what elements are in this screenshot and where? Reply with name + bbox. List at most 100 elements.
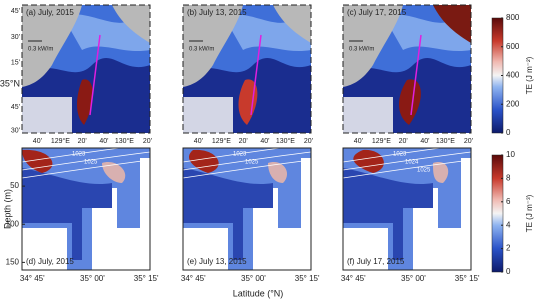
x-tick-label: 35° 15' <box>295 274 320 283</box>
colorbar-tick-label: 8 <box>506 174 511 183</box>
x-tick-label: 20' <box>239 138 248 145</box>
x-tick-label: 35° 00' <box>80 274 105 283</box>
y-tick-label: 100 <box>6 219 20 228</box>
y-tick-label: 30' <box>11 34 20 41</box>
shelf <box>183 97 233 133</box>
x-tick-label: 20' <box>399 138 408 145</box>
x-tick-label: 40' <box>260 138 269 145</box>
map-panel: (c) July 17, 2015 0.3 kW/m 40' 129°E 20' 40' 1… <box>342 4 473 145</box>
colorbar-tick-label: 200 <box>506 99 520 108</box>
y-tick-label: 15' <box>11 59 20 66</box>
x-tick-label: 129°E <box>372 137 391 145</box>
x-tick-label: 34° 45' <box>341 274 366 283</box>
colorbar-label: TE (J m⁻²) <box>525 56 534 94</box>
x-axis-label: Latitude (°N) <box>233 288 284 298</box>
hot-spot <box>399 79 421 125</box>
x-tick-label: 34° 45' <box>181 274 206 283</box>
x-tick-label: 130°E <box>276 137 295 145</box>
contour-label: 1023 <box>393 152 407 158</box>
arrow-label: 0.3 kW/m <box>28 47 53 53</box>
section-frame <box>342 147 472 271</box>
y-tick-label: 150 <box>6 257 20 266</box>
map-panel: (a) July, 2015 0.3 kW/m 40' 129°E 20' 40' 130°… <box>0 4 152 145</box>
x-tick-label: 130°E <box>115 137 134 145</box>
y-tick-label: 30' <box>11 127 20 134</box>
track <box>410 34 422 116</box>
isopycnal <box>342 159 472 179</box>
panel-label: (d) July, 2015 <box>26 257 74 266</box>
x-tick-label: 20' <box>78 138 87 145</box>
isopycnal <box>182 159 312 179</box>
contour-label: 1025 <box>245 160 259 166</box>
y-tick-label: 50 <box>10 181 19 190</box>
y-tick-label: 35°N <box>0 79 20 89</box>
colorbar-tick-label: 400 <box>506 71 520 80</box>
arrow-label: 0.3 kW/m <box>189 47 214 53</box>
panel-label: (b) July 13, 2015 <box>187 8 247 17</box>
contour-label: 1025 <box>84 160 98 166</box>
map-frame <box>182 4 312 134</box>
x-tick-label: 40' <box>420 138 429 145</box>
x-tick-label: 40' <box>33 138 42 145</box>
land <box>433 5 471 43</box>
contour-label: 1024 <box>405 160 419 166</box>
track <box>250 34 262 116</box>
section-hot <box>22 149 53 173</box>
arrow-label: 0.3 kW/m <box>349 47 374 53</box>
section-hot <box>433 162 449 183</box>
section-field <box>343 168 433 260</box>
land <box>273 5 311 43</box>
x-tick-label: 35° 15' <box>134 274 159 283</box>
x-tick-label: 40' <box>194 138 203 145</box>
land <box>112 5 150 43</box>
panel-label: (a) July, 2015 <box>26 8 74 17</box>
y-tick-label: 45' <box>11 104 20 111</box>
isopycnal <box>182 151 312 171</box>
isopycnal <box>21 159 151 179</box>
colorbar-tick-label: 4 <box>506 220 511 229</box>
land <box>343 5 403 87</box>
section-hot <box>268 162 288 183</box>
x-tick-label: 35° 15' <box>455 274 480 283</box>
section-hot <box>102 162 126 183</box>
panel-label: (f) July 17, 2015 <box>347 257 405 266</box>
x-tick-label: 35° 00' <box>241 274 266 283</box>
section-frame <box>182 147 312 271</box>
panel-label: (c) July 17, 2015 <box>347 8 407 17</box>
map-frame <box>21 4 151 134</box>
map-panel: (b) July 13, 2015 0.3 kW/m 40' 129°E 20' 40' 1… <box>182 4 313 145</box>
colorbar-tick-label: 800 <box>506 13 520 22</box>
isopycnal <box>21 143 151 163</box>
section-field <box>183 168 273 260</box>
section-frame <box>21 147 151 271</box>
x-tick-label: 20' <box>464 138 473 145</box>
section-hot <box>188 149 219 173</box>
x-tick-label: 130°E <box>436 137 455 145</box>
colorbar-tick-label: 2 <box>506 244 511 253</box>
x-tick-label: 20' <box>143 138 152 145</box>
section-field <box>22 168 112 260</box>
land <box>183 5 243 87</box>
section-panel: 1023 1025 (d) July, 2015 34° 45' 35° 00' 35° … <box>6 143 159 283</box>
y-tick-label: 45' <box>11 8 20 15</box>
shelf <box>22 97 72 133</box>
x-tick-label: 40' <box>99 138 108 145</box>
isopycnal <box>21 151 151 171</box>
hot-spot <box>238 79 258 125</box>
x-tick-label: 20' <box>304 138 313 145</box>
colorbar-tick-label: 6 <box>506 197 511 206</box>
section-panel: 1023 1024 1025 (f) July 17, 2015 34° 45' 35° … <box>341 143 480 283</box>
contour-label: 1023 <box>233 152 247 158</box>
x-tick-label: 129°E <box>212 137 231 145</box>
contour-label: 1023 <box>72 152 86 158</box>
isopycnal <box>342 143 472 163</box>
hot-spot <box>77 79 93 125</box>
isopycnal <box>182 143 312 163</box>
x-tick-label: 35° 00' <box>401 274 426 283</box>
x-tick-label: 129°E <box>51 137 70 145</box>
colorbar-label: TE (J m⁻³) <box>525 194 534 232</box>
colorbar <box>491 154 504 273</box>
map-frame <box>342 4 472 134</box>
shelf <box>343 97 393 133</box>
